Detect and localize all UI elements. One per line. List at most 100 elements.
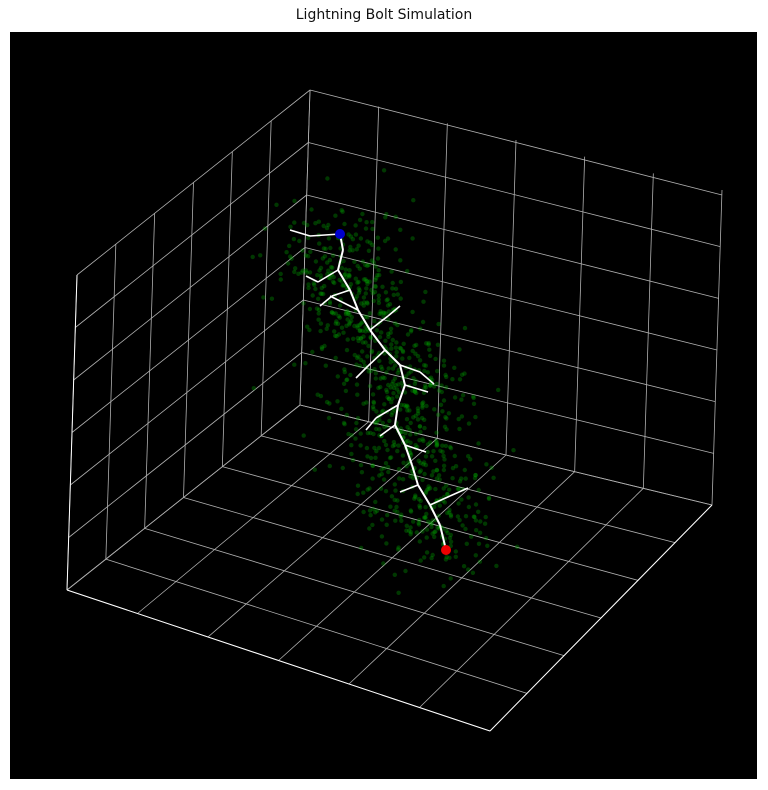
bolt-segment xyxy=(337,269,351,291)
charge-point xyxy=(363,262,368,268)
charge-point xyxy=(331,274,336,280)
floor-gridline xyxy=(261,435,676,544)
charge-point xyxy=(332,280,337,286)
charge-point xyxy=(375,273,380,278)
charge-point xyxy=(389,400,394,405)
charge-point xyxy=(311,281,316,286)
charge-point xyxy=(436,473,442,478)
charge-point xyxy=(423,515,428,520)
charge-point xyxy=(388,330,393,335)
charge-point xyxy=(365,454,370,459)
charge-point xyxy=(410,388,415,393)
charge-point xyxy=(308,249,313,254)
charge-point xyxy=(306,235,311,241)
plot-area xyxy=(10,32,757,779)
charge-point xyxy=(363,314,368,319)
charge-point xyxy=(403,568,408,574)
charge-point xyxy=(375,256,381,261)
charge-point xyxy=(349,443,354,448)
charge-point xyxy=(391,385,397,391)
charge-point xyxy=(380,420,385,426)
back-wall-gridline xyxy=(711,189,723,506)
charge-point xyxy=(303,361,308,366)
charge-point xyxy=(471,394,476,399)
charge-point xyxy=(395,448,400,454)
charge-point xyxy=(303,268,309,273)
charge-point xyxy=(348,234,354,239)
charge-point xyxy=(392,376,398,381)
charge-point xyxy=(318,273,323,278)
charge-point xyxy=(443,372,448,378)
charge-point xyxy=(326,268,331,273)
charge-point xyxy=(434,440,439,445)
charge-point xyxy=(318,393,324,399)
charge-point xyxy=(341,283,346,288)
charge-point xyxy=(377,417,382,423)
charge-point xyxy=(408,508,413,513)
charge-point xyxy=(345,337,350,342)
charge-point xyxy=(365,281,370,287)
charge-point xyxy=(423,383,428,388)
charge-point xyxy=(457,347,462,352)
charge-point xyxy=(448,532,453,538)
charge-point xyxy=(434,467,439,473)
bolt-branch xyxy=(309,233,341,237)
charge-point xyxy=(384,298,389,303)
charge-point xyxy=(382,375,387,381)
charge-point xyxy=(432,530,437,535)
charge-point xyxy=(341,258,346,264)
charge-point xyxy=(361,295,367,300)
charge-point xyxy=(440,443,445,448)
charge-point xyxy=(411,376,416,381)
charge-point xyxy=(300,248,305,253)
charge-point xyxy=(417,517,422,523)
charge-point xyxy=(418,326,423,331)
charge-point xyxy=(417,424,423,429)
charge-point xyxy=(399,380,404,386)
charge-point xyxy=(436,513,441,518)
charge-point xyxy=(385,297,390,302)
charge-point xyxy=(379,311,384,316)
charge-point xyxy=(424,511,429,517)
charge-point xyxy=(412,343,417,348)
charge-point xyxy=(441,486,446,491)
charge-point xyxy=(371,399,376,405)
charge-point xyxy=(417,505,423,510)
charge-point xyxy=(349,433,354,438)
charge-point xyxy=(477,559,483,564)
charge-point xyxy=(436,321,441,327)
charge-point xyxy=(455,486,461,492)
charge-point xyxy=(385,236,391,241)
charge-point xyxy=(361,490,366,495)
charge-point xyxy=(452,453,457,459)
charge-point xyxy=(404,464,409,469)
charge-point xyxy=(384,387,389,393)
charge-point xyxy=(433,458,438,463)
charge-point xyxy=(307,327,312,333)
charge-point xyxy=(473,472,478,478)
charge-point xyxy=(355,491,360,497)
charge-point xyxy=(431,449,436,454)
charge-point xyxy=(396,382,401,387)
charge-point xyxy=(408,451,413,456)
endpoints-layer xyxy=(335,229,451,555)
charge-point xyxy=(407,408,412,413)
charge-point xyxy=(388,326,394,331)
charge-point xyxy=(363,291,368,296)
charge-point xyxy=(471,514,477,519)
charge-point xyxy=(385,395,390,400)
charge-point xyxy=(367,311,373,316)
charge-point xyxy=(372,367,377,372)
charge-point xyxy=(262,226,268,231)
charge-point xyxy=(310,293,315,298)
charge-point xyxy=(305,222,310,228)
charge-point xyxy=(422,555,427,560)
charge-point xyxy=(342,422,347,427)
bolt-branch xyxy=(419,371,435,385)
charge-point xyxy=(382,238,388,244)
charge-point xyxy=(457,426,462,432)
charge-point xyxy=(339,265,344,271)
charge-point xyxy=(317,268,322,273)
charge-point xyxy=(494,563,499,569)
charge-point xyxy=(377,427,382,432)
